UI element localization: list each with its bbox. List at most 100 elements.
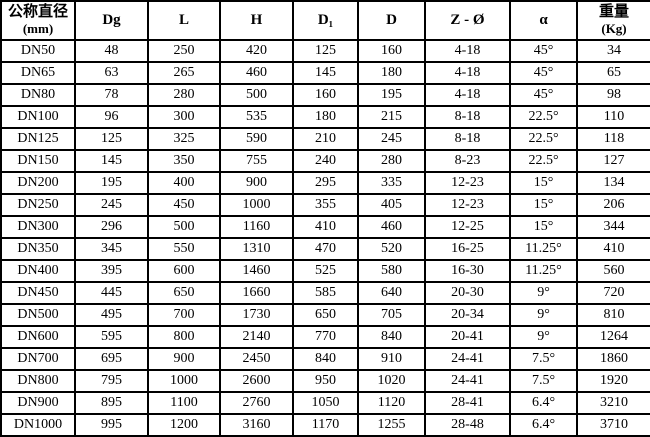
value-cell: 400 [147, 171, 221, 195]
value-cell: 895 [74, 391, 149, 415]
table-row: DN700 695 900 2450 840 910 24-41 7.5° 1860 [0, 347, 650, 371]
value-cell: 445 [74, 281, 149, 305]
value-cell: 45° [509, 39, 578, 63]
value-cell: 650 [147, 281, 221, 305]
value-cell: 450 [147, 193, 221, 217]
value-cell: 2600 [219, 369, 294, 393]
table-row: DN400 395 600 1460 525 580 16-30 11.25° 560 [0, 259, 650, 283]
table-row: DN80 78 280 500 160 195 4-18 45° 98 [0, 83, 650, 107]
value-cell: 344 [576, 215, 650, 239]
value-cell: 15° [509, 171, 578, 195]
table-row: DN600 595 800 2140 770 840 20-41 9° 1264 [0, 325, 650, 349]
value-cell: 127 [576, 149, 650, 173]
value-cell: 1860 [576, 347, 650, 371]
value-cell: 900 [219, 171, 294, 195]
value-cell: 4-18 [424, 61, 511, 85]
table-row: DN300 296 500 1160 410 460 12-25 15° 344 [0, 215, 650, 239]
col-header-d1: D₁ [292, 0, 359, 41]
value-cell: 125 [74, 127, 149, 151]
value-cell: 22.5° [509, 105, 578, 129]
value-cell: 118 [576, 127, 650, 151]
value-cell: 2760 [219, 391, 294, 415]
dn-size-cell: DN200 [0, 171, 76, 195]
value-cell: 8-23 [424, 149, 511, 173]
value-cell: 995 [74, 413, 149, 437]
value-cell: 4-18 [424, 83, 511, 107]
value-cell: 9° [509, 303, 578, 327]
value-cell: 1730 [219, 303, 294, 327]
value-cell: 15° [509, 215, 578, 239]
dn-size-cell: DN600 [0, 325, 76, 349]
value-cell: 12-25 [424, 215, 511, 239]
value-cell: 1000 [219, 193, 294, 217]
value-cell: 4-18 [424, 39, 511, 63]
value-cell: 245 [357, 127, 426, 151]
value-cell: 180 [292, 105, 359, 129]
value-cell: 1255 [357, 413, 426, 437]
dn-size-cell: DN150 [0, 149, 76, 173]
value-cell: 45° [509, 61, 578, 85]
value-cell: 24-41 [424, 369, 511, 393]
value-cell: 1020 [357, 369, 426, 393]
value-cell: 590 [219, 127, 294, 151]
dn-size-cell: DN50 [0, 39, 76, 63]
dn-size-cell: DN350 [0, 237, 76, 261]
value-cell: 9° [509, 325, 578, 349]
value-cell: 1100 [147, 391, 221, 415]
value-cell: 8-18 [424, 105, 511, 129]
value-cell: 28-48 [424, 413, 511, 437]
value-cell: 250 [147, 39, 221, 63]
value-cell: 296 [74, 215, 149, 239]
value-cell: 395 [74, 259, 149, 283]
table-row: DN200 195 400 900 295 335 12-23 15° 134 [0, 171, 650, 195]
table-row: DN350 345 550 1310 470 520 16-25 11.25° 410 [0, 237, 650, 261]
value-cell: 15° [509, 193, 578, 217]
value-cell: 355 [292, 193, 359, 217]
value-cell: 265 [147, 61, 221, 85]
value-cell: 550 [147, 237, 221, 261]
value-cell: 900 [147, 347, 221, 371]
table-body: DN50 48 250 420 125 160 4-18 45° 34 DN65 63 265 460 1… [0, 39, 650, 437]
value-cell: 180 [357, 61, 426, 85]
dn-size-cell: DN450 [0, 281, 76, 305]
table-row: DN150 145 350 755 240 280 8-23 22.5° 127 [0, 149, 650, 173]
value-cell: 1160 [219, 215, 294, 239]
value-cell: 9° [509, 281, 578, 305]
value-cell: 1264 [576, 325, 650, 349]
table-row: DN125 125 325 590 210 245 8-18 22.5° 118 [0, 127, 650, 151]
value-cell: 245 [74, 193, 149, 217]
value-cell: 6.4° [509, 413, 578, 437]
value-cell: 535 [219, 105, 294, 129]
dn-size-cell: DN800 [0, 369, 76, 393]
value-cell: 1050 [292, 391, 359, 415]
value-cell: 700 [147, 303, 221, 327]
value-cell: 1200 [147, 413, 221, 437]
value-cell: 65 [576, 61, 650, 85]
value-cell: 160 [357, 39, 426, 63]
value-cell: 7.5° [509, 369, 578, 393]
value-cell: 16-25 [424, 237, 511, 261]
value-cell: 24-41 [424, 347, 511, 371]
value-cell: 8-18 [424, 127, 511, 151]
value-cell: 145 [74, 149, 149, 173]
value-cell: 206 [576, 193, 650, 217]
value-cell: 98 [576, 83, 650, 107]
value-cell: 145 [292, 61, 359, 85]
value-cell: 800 [147, 325, 221, 349]
value-cell: 11.25° [509, 259, 578, 283]
value-cell: 650 [292, 303, 359, 327]
dn-size-cell: DN1000 [0, 413, 76, 437]
value-cell: 7.5° [509, 347, 578, 371]
value-cell: 640 [357, 281, 426, 305]
col-header-l: L [147, 0, 221, 41]
value-cell: 500 [147, 215, 221, 239]
value-cell: 1460 [219, 259, 294, 283]
value-cell: 45° [509, 83, 578, 107]
value-cell: 96 [74, 105, 149, 129]
value-cell: 195 [74, 171, 149, 195]
value-cell: 580 [357, 259, 426, 283]
value-cell: 840 [292, 347, 359, 371]
col-header-weight: 重量 (Kg) [576, 0, 650, 41]
value-cell: 3210 [576, 391, 650, 415]
value-cell: 20-30 [424, 281, 511, 305]
